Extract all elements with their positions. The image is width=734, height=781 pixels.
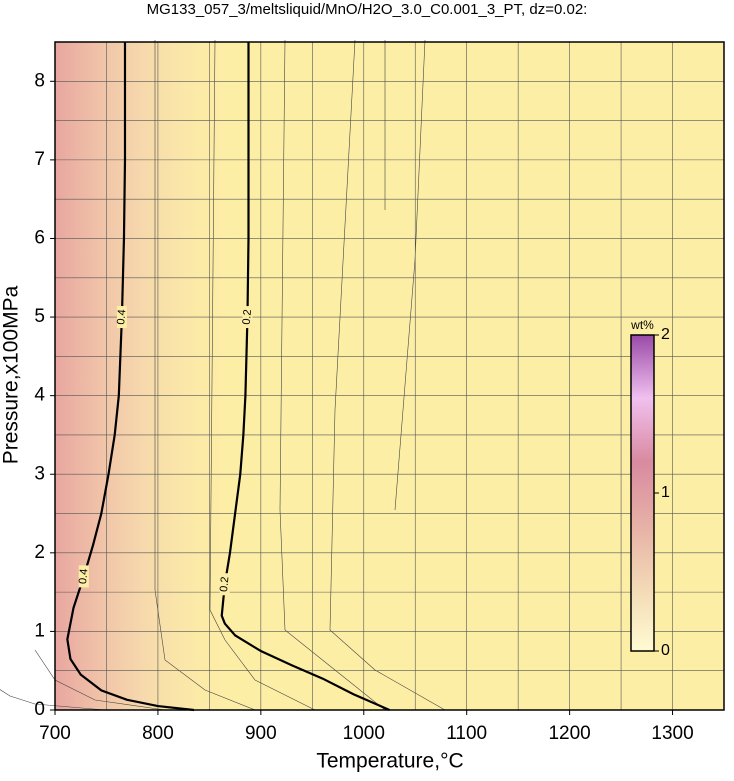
colorbar bbox=[630, 334, 655, 652]
colorbar-tick-label: 0 bbox=[661, 642, 670, 659]
colorbar-label: wt% bbox=[630, 318, 654, 332]
thin-contour bbox=[34, 649, 166, 711]
contour-label: 0.2 bbox=[218, 576, 231, 592]
y-axis-label: Pressure,x100MPa bbox=[0, 285, 23, 464]
x-tick-label: 1200 bbox=[548, 723, 590, 744]
plot-shading bbox=[55, 42, 724, 710]
y-tick-label: 0 bbox=[34, 699, 45, 720]
contour-label-bg bbox=[242, 306, 253, 329]
y-tick-label: 5 bbox=[34, 306, 45, 327]
x-tick-label: 1000 bbox=[343, 723, 385, 744]
colorbar-tick-label: 1 bbox=[661, 484, 670, 501]
contour-label: 0.2 bbox=[241, 309, 254, 325]
x-tick-label: 700 bbox=[39, 723, 71, 744]
thin-contour bbox=[0, 689, 106, 711]
y-tick-label: 6 bbox=[34, 227, 45, 248]
x-tick-label: 900 bbox=[245, 723, 277, 744]
plot-frame bbox=[54, 41, 725, 711]
y-tick-label: 1 bbox=[34, 620, 45, 641]
x-tick-label: 1100 bbox=[446, 723, 487, 744]
contour-label-bg bbox=[116, 306, 127, 329]
thin-contour bbox=[279, 39, 386, 711]
x-axis-label: Temperature,°C bbox=[316, 750, 463, 773]
thin-contour bbox=[209, 39, 316, 711]
y-tick-label: 3 bbox=[34, 463, 45, 484]
contour-label-bg bbox=[78, 565, 89, 588]
contour-label-bg bbox=[219, 573, 230, 596]
contour-line bbox=[220, 42, 390, 712]
y-tick-label: 8 bbox=[34, 70, 45, 91]
contour-label: 0.4 bbox=[77, 568, 90, 584]
y-tick-label: 4 bbox=[34, 385, 45, 406]
thin-contour bbox=[154, 40, 256, 711]
chart-title: MG133_057_3/meltsliquid/MnO/H2O_3.0_C0.0… bbox=[147, 1, 588, 18]
y-tick-label: 7 bbox=[34, 149, 45, 170]
x-tick-label: 800 bbox=[142, 723, 174, 744]
colorbar-tick-label: 2 bbox=[661, 326, 670, 343]
contour-line bbox=[66, 42, 195, 712]
x-tick-label: 1300 bbox=[651, 723, 693, 744]
thin-contour bbox=[329, 39, 446, 711]
y-tick-label: 2 bbox=[34, 542, 45, 563]
contour-label: 0.4 bbox=[115, 309, 128, 325]
